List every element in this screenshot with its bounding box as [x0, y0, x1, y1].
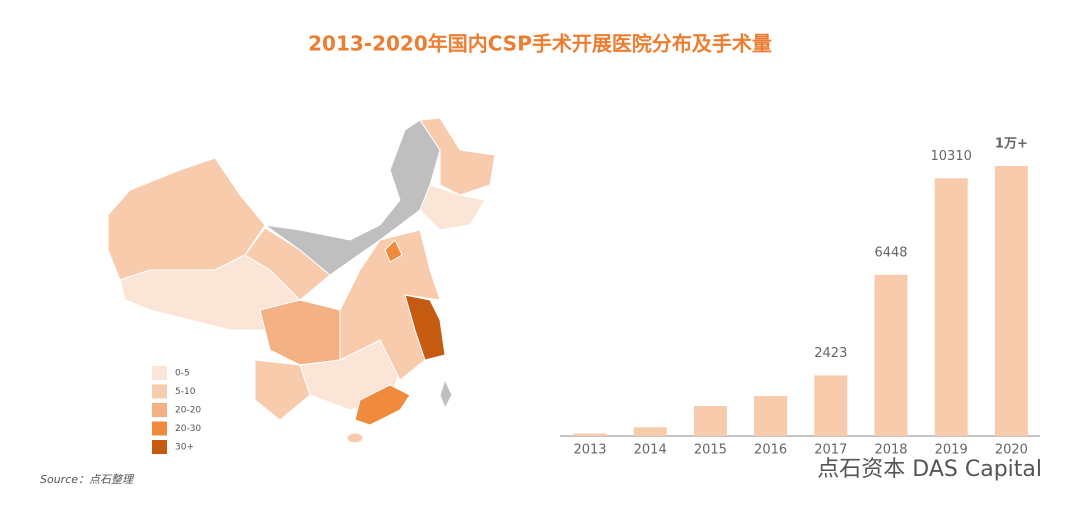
watermark: 点石资本 DAS Capital	[817, 457, 1042, 482]
legend-label: 5-10	[175, 387, 196, 397]
bar	[633, 427, 667, 436]
x-tick-label: 2014	[634, 443, 667, 458]
bar	[754, 396, 788, 436]
source: Source：点石整理	[40, 473, 135, 486]
legend-swatch	[152, 440, 167, 454]
bar	[573, 433, 607, 436]
value-label: 2423	[814, 346, 847, 361]
x-tick-label: 2016	[754, 443, 787, 458]
legend-swatch	[152, 421, 167, 436]
legend-swatch	[152, 366, 167, 380]
x-tick-label: 2013	[573, 443, 606, 458]
legend-label: 20-30	[175, 424, 201, 434]
legend-label: 20-20	[175, 406, 201, 416]
title: 2013-2020年国内CSP手术开展医院分布及手术量	[308, 32, 772, 56]
legend-swatch	[152, 384, 167, 399]
china-map	[107, 117, 496, 444]
bar	[693, 406, 727, 436]
x-tick-label: 2017	[814, 443, 847, 458]
x-tick-label: 2019	[935, 443, 968, 458]
value-label: 6448	[874, 245, 907, 260]
bar	[874, 274, 908, 436]
legend-label: 0-5	[175, 369, 190, 379]
x-tick-label: 2020	[995, 443, 1028, 458]
value-label: 1万+	[995, 137, 1028, 152]
value-label: 10310	[931, 149, 972, 164]
x-tick-label: 2015	[694, 443, 727, 458]
bar	[814, 375, 848, 436]
legend-swatch	[152, 403, 167, 417]
bar	[994, 166, 1028, 436]
legend-label: 30+	[175, 443, 194, 453]
bar	[934, 178, 968, 436]
x-tick-label: 2018	[874, 443, 907, 458]
